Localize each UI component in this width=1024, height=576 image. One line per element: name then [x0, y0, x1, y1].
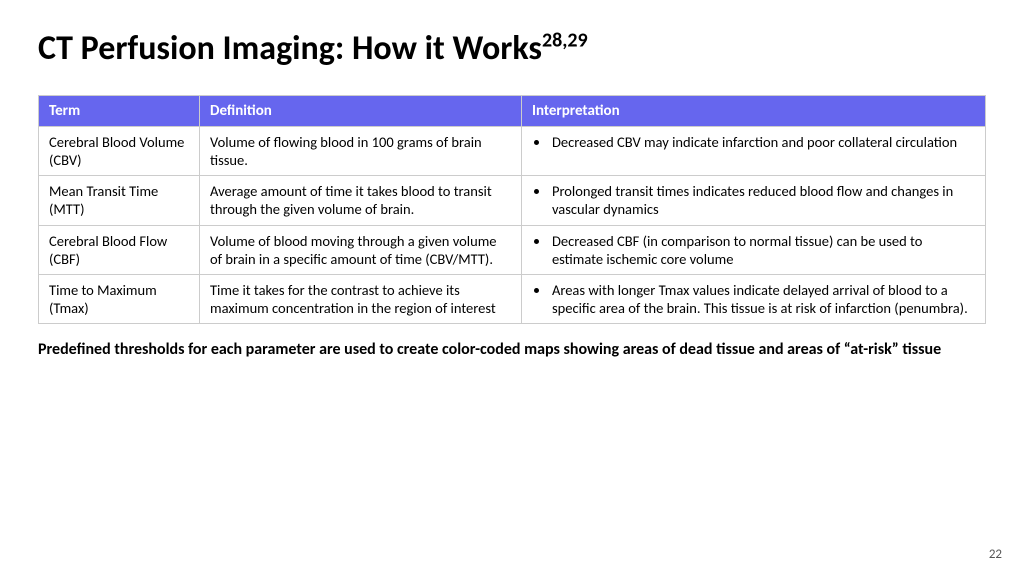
interpretation-item: Decreased CBV may indicate infarction an…: [550, 133, 975, 151]
cell-definition: Time it takes for the contrast to achiev…: [199, 274, 521, 323]
col-header-term: Term: [39, 96, 200, 127]
cell-interpretation: Decreased CBF (in comparison to normal t…: [521, 225, 985, 274]
perfusion-table: Term Definition Interpretation Cerebral …: [38, 95, 986, 324]
cell-definition: Volume of flowing blood in 100 grams of …: [199, 127, 521, 176]
table-row: Cerebral Blood Volume (CBV) Volume of fl…: [39, 127, 986, 176]
page-number: 22: [989, 547, 1002, 562]
table-row: Time to Maximum (Tmax) Time it takes for…: [39, 274, 986, 323]
footnote-text: Predefined thresholds for each parameter…: [38, 340, 986, 361]
table-row: Cerebral Blood Flow (CBF) Volume of bloo…: [39, 225, 986, 274]
cell-term: Cerebral Blood Flow (CBF): [39, 225, 200, 274]
cell-definition: Volume of blood moving through a given v…: [199, 225, 521, 274]
cell-term: Time to Maximum (Tmax): [39, 274, 200, 323]
col-header-interpretation: Interpretation: [521, 96, 985, 127]
cell-term: Mean Transit Time (MTT): [39, 176, 200, 225]
cell-interpretation: Decreased CBV may indicate infarction an…: [521, 127, 985, 176]
interpretation-item: Prolonged transit times indicates reduce…: [550, 182, 975, 218]
interpretation-item: Decreased CBF (in comparison to normal t…: [550, 232, 975, 268]
table-row: Mean Transit Time (MTT) Average amount o…: [39, 176, 986, 225]
col-header-definition: Definition: [199, 96, 521, 127]
page-title: CT Perfusion Imaging: How it Works28,29: [38, 28, 986, 69]
title-superscript: 28,29: [542, 29, 588, 53]
interpretation-item: Areas with longer Tmax values indicate d…: [550, 281, 975, 317]
cell-definition: Average amount of time it takes blood to…: [199, 176, 521, 225]
title-text: CT Perfusion Imaging: How it Works: [38, 28, 542, 69]
cell-term: Cerebral Blood Volume (CBV): [39, 127, 200, 176]
cell-interpretation: Areas with longer Tmax values indicate d…: [521, 274, 985, 323]
cell-interpretation: Prolonged transit times indicates reduce…: [521, 176, 985, 225]
table-header-row: Term Definition Interpretation: [39, 96, 986, 127]
